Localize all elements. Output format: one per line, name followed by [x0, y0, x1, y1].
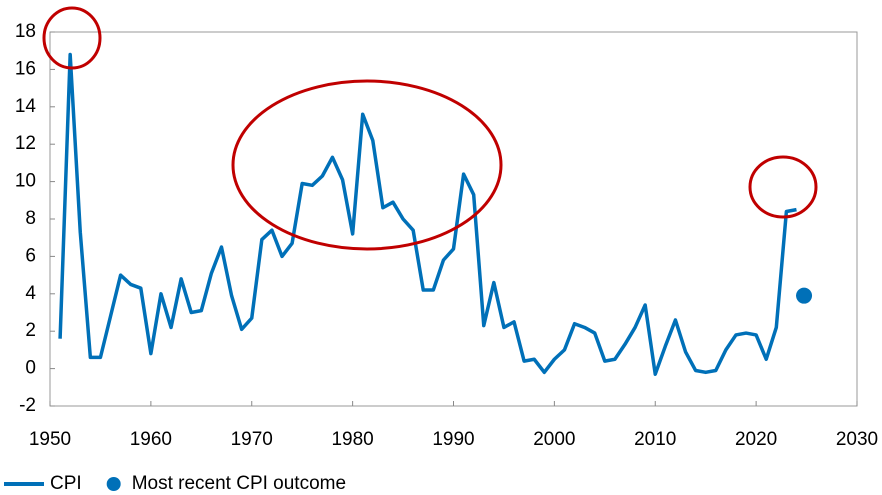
- y-tick-label: 18: [15, 21, 36, 42]
- legend-marker: [106, 477, 121, 491]
- highlight-ellipse: [42, 6, 102, 70]
- legend: CPI Most recent CPI outcome: [4, 473, 346, 494]
- x-tick-label: 1990: [432, 429, 474, 450]
- y-tick-label: 12: [15, 133, 36, 154]
- legend-label: CPI: [50, 473, 82, 494]
- x-tick-label: 2030: [836, 429, 878, 450]
- x-tick-label: 2010: [634, 429, 676, 450]
- line-series: [58, 52, 797, 376]
- marker: [796, 287, 813, 304]
- y-tick-label: 8: [25, 208, 36, 229]
- x-tick-label: 1950: [29, 429, 71, 450]
- plot-frame: [49, 31, 858, 407]
- x-tick-label: 2020: [735, 429, 777, 450]
- x-tick-label: 1960: [130, 429, 172, 450]
- y-tick-label: 2: [25, 320, 36, 341]
- legend-label: Most recent CPI outcome: [132, 473, 346, 494]
- plot-layer: -2 0 2 4 6 8 10 12 14 16 18 1950 1960 1970 1980 1990 200…: [15, 21, 878, 450]
- highlight-ellipse: [231, 79, 503, 251]
- x-tick-label: 1980: [331, 429, 373, 450]
- y-tick-label: 14: [15, 96, 37, 117]
- y-tick-label: 0: [25, 358, 36, 379]
- x-tick-label: 1970: [231, 429, 273, 450]
- highlight-ellipse: [748, 155, 818, 219]
- y-tick-label: 6: [25, 245, 36, 266]
- y-tick-label: -2: [19, 395, 36, 416]
- y-tick-label: 10: [15, 171, 36, 192]
- y-tick-label: 4: [25, 283, 36, 304]
- y-tick-label: 16: [15, 58, 36, 79]
- x-tick-label: 2000: [533, 429, 575, 450]
